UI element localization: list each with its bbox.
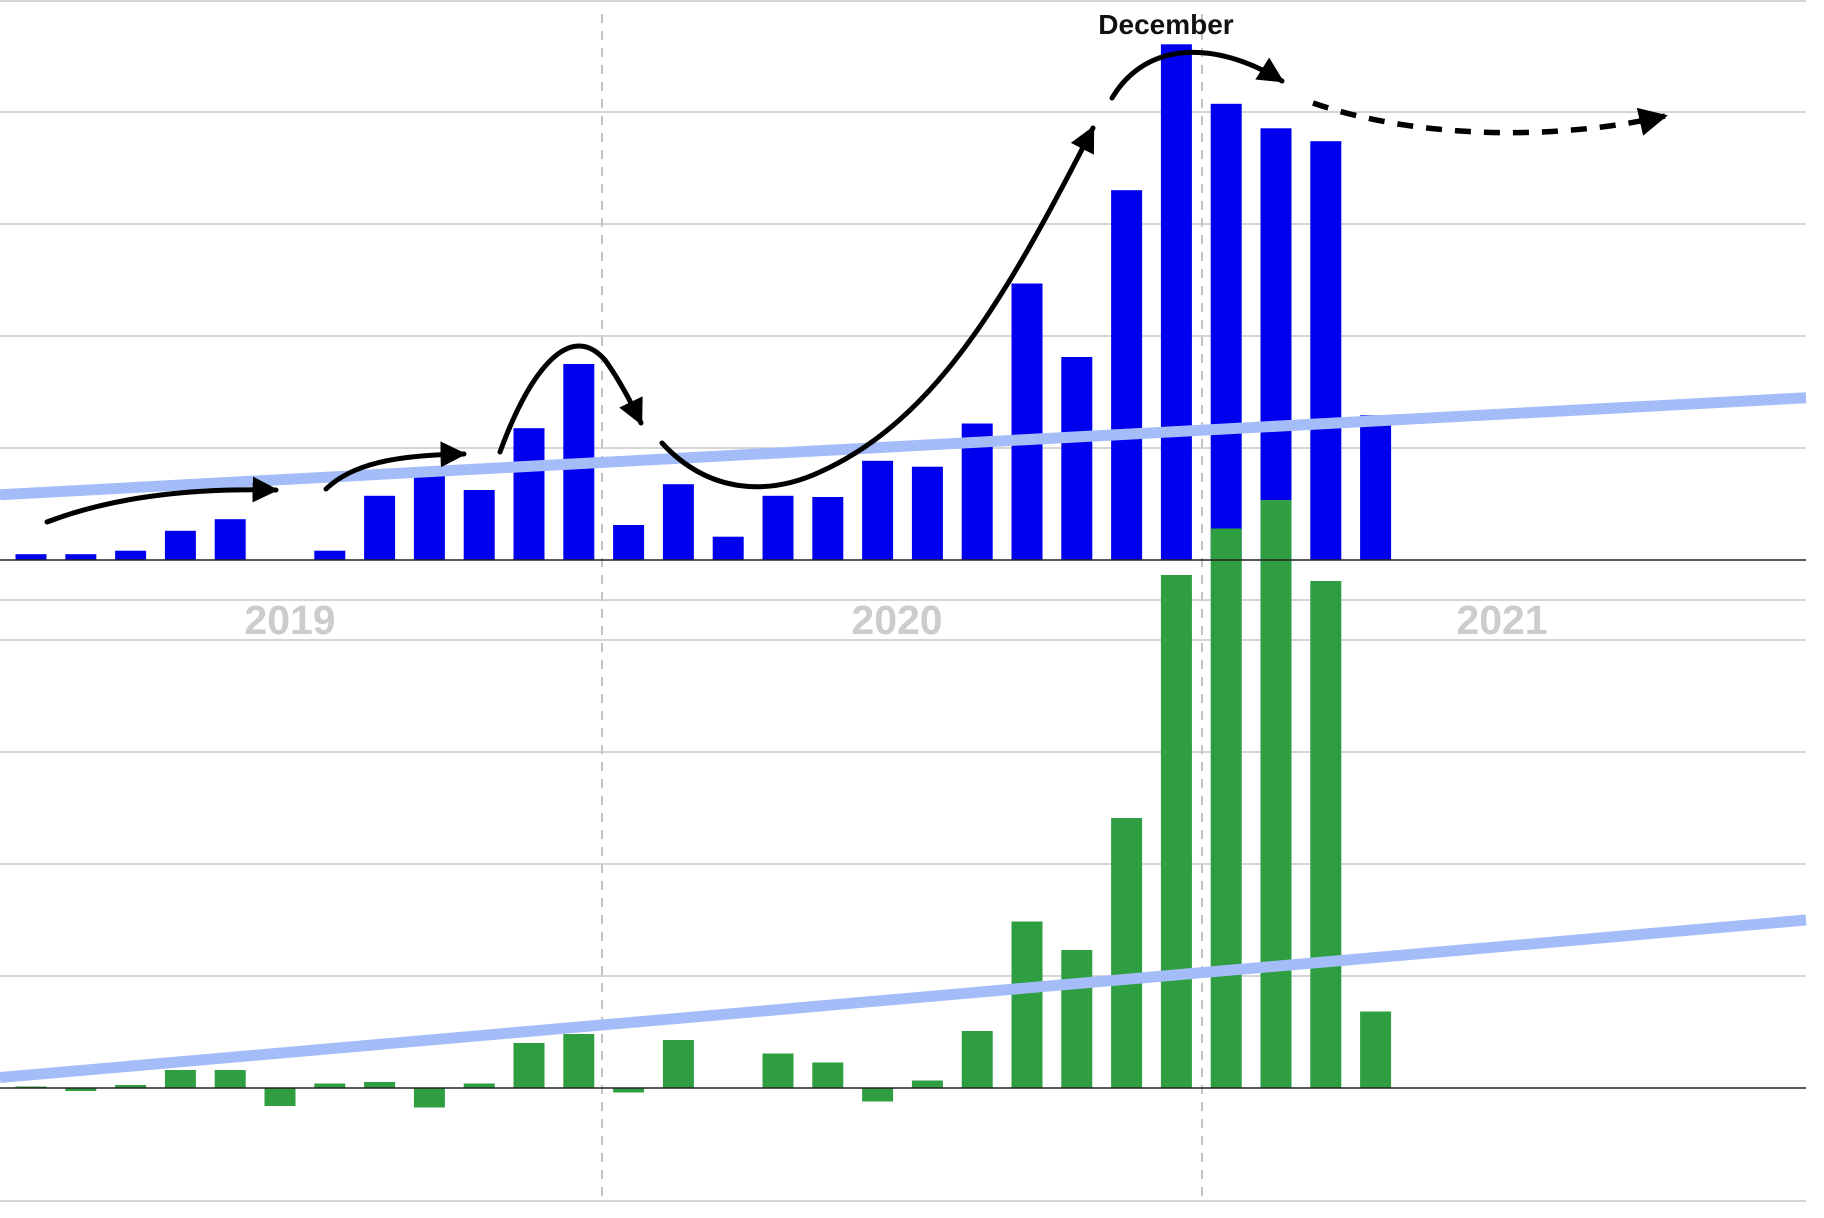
bar bbox=[961, 1031, 993, 1088]
bar bbox=[1310, 581, 1342, 1088]
bar bbox=[862, 1088, 894, 1102]
bar bbox=[762, 1053, 794, 1088]
bottom-panel-bars bbox=[15, 500, 1392, 1108]
year-label: 2019 bbox=[244, 597, 335, 643]
bar bbox=[15, 554, 47, 560]
trend-arrow bbox=[497, 343, 644, 455]
bar bbox=[1061, 950, 1093, 1088]
bar bbox=[164, 530, 196, 560]
forecast-dashed-arrow bbox=[1312, 100, 1668, 136]
bar bbox=[115, 550, 147, 560]
bar bbox=[1360, 1011, 1392, 1088]
bar bbox=[413, 1088, 445, 1108]
december-annotation: December bbox=[1098, 9, 1234, 40]
bar bbox=[662, 484, 694, 560]
bar bbox=[613, 1088, 645, 1093]
bar bbox=[463, 490, 495, 560]
bar bbox=[812, 497, 844, 560]
bar bbox=[364, 1082, 396, 1088]
bar bbox=[1011, 283, 1043, 560]
year-label: 2020 bbox=[851, 597, 942, 643]
bar bbox=[513, 428, 545, 560]
bar bbox=[762, 495, 794, 560]
bar bbox=[214, 1070, 246, 1088]
bar bbox=[1310, 141, 1342, 560]
bar bbox=[413, 472, 445, 560]
bar bbox=[1111, 818, 1143, 1088]
top-panel-bars bbox=[15, 44, 1392, 561]
bar bbox=[1260, 500, 1292, 1088]
trendline bbox=[0, 914, 1807, 1083]
bar bbox=[314, 1083, 346, 1088]
bar bbox=[1011, 921, 1043, 1088]
bar bbox=[1160, 44, 1192, 561]
bar bbox=[214, 519, 246, 560]
bar bbox=[1111, 190, 1143, 560]
bar bbox=[1160, 575, 1192, 1088]
bar bbox=[314, 550, 346, 560]
bar bbox=[164, 1070, 196, 1088]
bar bbox=[662, 1040, 694, 1088]
bar bbox=[862, 460, 894, 560]
bar bbox=[712, 536, 744, 560]
bar bbox=[812, 1062, 844, 1088]
trend-arrow bbox=[323, 441, 467, 492]
trend-arrow bbox=[44, 476, 279, 525]
year-dividers bbox=[601, 14, 1203, 1200]
trendline bbox=[0, 392, 1807, 501]
bar bbox=[264, 1088, 296, 1106]
bar bbox=[463, 1083, 495, 1088]
bar bbox=[513, 1043, 545, 1088]
trend-arrow bbox=[1109, 49, 1285, 101]
trend-arrow bbox=[659, 125, 1096, 490]
bar bbox=[65, 554, 97, 560]
bar bbox=[1210, 103, 1242, 561]
trendlines bbox=[0, 392, 1807, 1083]
bar bbox=[1210, 528, 1242, 1088]
bar bbox=[115, 1085, 147, 1088]
bar bbox=[613, 525, 645, 560]
bar bbox=[563, 1034, 595, 1088]
year-label: 2021 bbox=[1456, 597, 1547, 643]
bar bbox=[364, 495, 396, 560]
bar bbox=[1360, 415, 1392, 560]
trend-arrows bbox=[44, 49, 1668, 525]
bar bbox=[1260, 128, 1292, 561]
bar bbox=[1061, 357, 1093, 560]
bar bbox=[911, 1080, 943, 1088]
bar bbox=[65, 1088, 97, 1091]
year-labels: 2019 2020 2021 bbox=[244, 597, 1547, 643]
bar bbox=[911, 466, 943, 560]
baselines bbox=[0, 559, 1806, 1089]
